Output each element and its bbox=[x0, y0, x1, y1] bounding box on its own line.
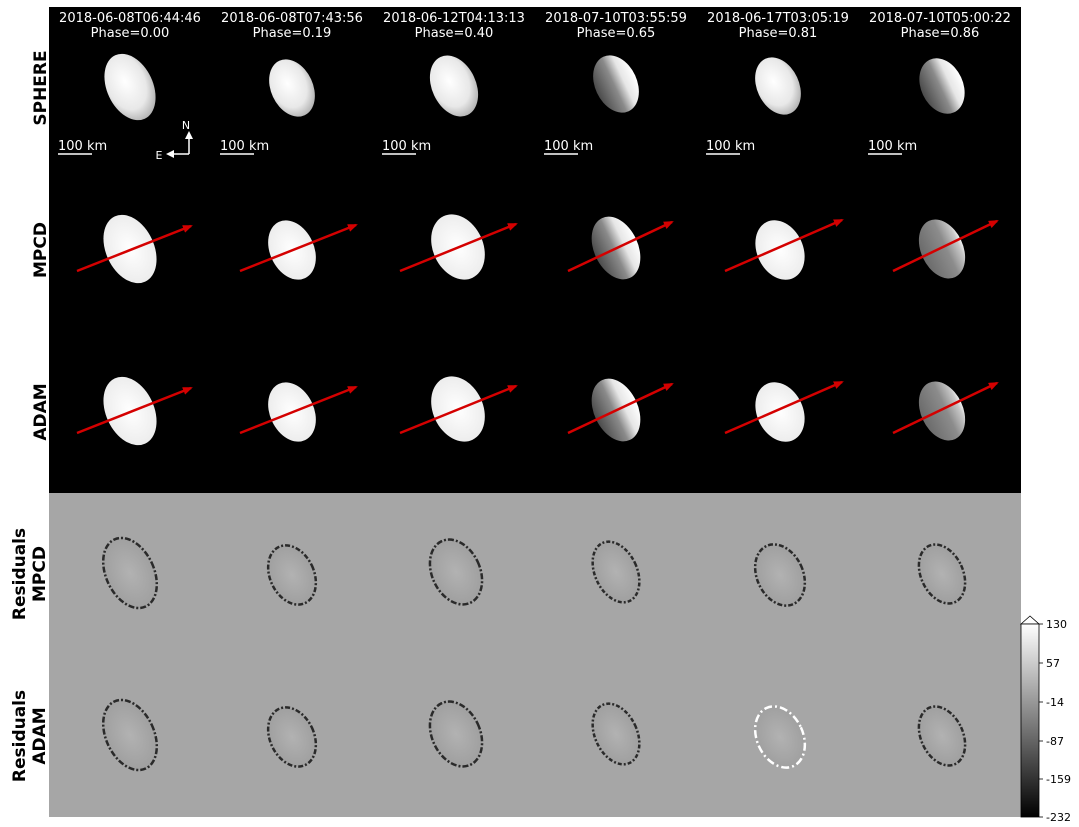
scale-bar-label: 100 km bbox=[382, 139, 431, 154]
spin-axis-arrow bbox=[399, 384, 518, 435]
colorbar-tick-label: 57 bbox=[1046, 657, 1060, 670]
row-label-adam: ADAM bbox=[30, 707, 50, 764]
adam-row bbox=[76, 376, 999, 446]
scale-bar-label: 100 km bbox=[220, 139, 269, 154]
spin-axis-arrow bbox=[76, 224, 193, 273]
scale-bar-label: 100 km bbox=[544, 139, 593, 154]
scale-bar: 100 km bbox=[706, 139, 755, 155]
scale-bar-label: 100 km bbox=[706, 139, 755, 154]
column-phase: Phase=0.81 bbox=[739, 26, 818, 41]
spin-axis-arrow bbox=[239, 385, 358, 435]
spin-axis-arrow bbox=[76, 386, 193, 435]
spin-axis-arrow bbox=[892, 381, 999, 435]
row-label-sphere: SPHERE bbox=[31, 50, 51, 125]
column-date: 2018-07-10T05:00:22 bbox=[869, 11, 1011, 26]
scale-bar: 100 km bbox=[382, 139, 431, 155]
residuals-mpcd-row bbox=[101, 536, 967, 610]
compass-east-label: E bbox=[156, 149, 163, 162]
residual-panel-gray bbox=[49, 493, 1021, 817]
column-date: 2018-07-10T03:55:59 bbox=[545, 11, 687, 26]
residual-map bbox=[591, 702, 641, 766]
residual-map bbox=[591, 540, 641, 604]
column-phase: Phase=0.86 bbox=[901, 26, 980, 41]
column-phase: Phase=0.19 bbox=[253, 26, 332, 41]
spin-axis-arrow bbox=[724, 218, 844, 273]
column-date: 2018-06-17T03:05:19 bbox=[707, 11, 849, 26]
colorbar-tick-label: -14 bbox=[1046, 696, 1064, 709]
asteroid-image bbox=[593, 55, 639, 113]
column-phase: Phase=0.65 bbox=[577, 26, 656, 41]
row-label-residuals: Residuals bbox=[10, 528, 30, 620]
asteroid-image bbox=[104, 53, 156, 121]
residual-map bbox=[428, 700, 484, 768]
colorbar-ticks bbox=[1039, 623, 1043, 818]
residual-map bbox=[917, 543, 967, 605]
row-label-adam: ADAM bbox=[31, 383, 51, 440]
colorbar-tick-label: 130 bbox=[1046, 618, 1067, 631]
scale-bar: 100 km bbox=[544, 139, 593, 155]
column-date: 2018-06-08T07:43:56 bbox=[221, 11, 363, 26]
row-label-mpcd: MPCD bbox=[30, 546, 50, 602]
colorbar: 130 57 -14 -87 -159 -232 bbox=[1019, 615, 1071, 824]
row-labels: SPHERE MPCD ADAM Residuals MPCD Residual… bbox=[10, 50, 51, 782]
residual-map bbox=[753, 543, 807, 607]
colorbar-extend-max bbox=[1019, 615, 1041, 625]
residual-map bbox=[266, 544, 318, 606]
scale-bar: 100 km bbox=[220, 139, 269, 155]
spin-axis-arrow bbox=[724, 380, 844, 435]
column-phase: Phase=0.40 bbox=[415, 26, 494, 41]
colorbar-tick-label: -87 bbox=[1046, 735, 1064, 748]
residual-map bbox=[428, 538, 484, 606]
image-panel-black bbox=[49, 7, 1021, 493]
colorbar-gradient bbox=[1020, 623, 1040, 818]
compass: N E bbox=[156, 119, 193, 162]
residual-map bbox=[753, 705, 807, 769]
spin-axis-arrow bbox=[239, 223, 358, 273]
scale-bar-label: 100 km bbox=[868, 139, 917, 154]
sphere-row: 100 km 100 km 100 km 100 km 100 km 100 k… bbox=[58, 53, 965, 162]
asteroid-model bbox=[755, 382, 805, 442]
spin-axis-arrow bbox=[567, 382, 674, 435]
column-phase: Phase=0.00 bbox=[91, 26, 170, 41]
residual-map bbox=[266, 706, 318, 768]
compass-north-label: N bbox=[182, 119, 190, 132]
spin-axis-arrow bbox=[567, 220, 674, 273]
column-headers: 2018-06-08T06:44:46 Phase=0.00 2018-06-0… bbox=[59, 11, 1011, 41]
compass-east-arrowhead bbox=[166, 150, 174, 158]
row-label-mpcd: MPCD bbox=[31, 222, 51, 278]
asteroid-image bbox=[269, 59, 315, 117]
scale-bar-label: 100 km bbox=[58, 139, 107, 154]
spin-axis-arrow bbox=[399, 222, 518, 273]
residual-map bbox=[917, 705, 967, 767]
column-date: 2018-06-12T04:13:13 bbox=[383, 11, 525, 26]
asteroid-image bbox=[755, 57, 801, 115]
scale-bar: 100 km bbox=[58, 139, 107, 155]
asteroid-model bbox=[918, 219, 966, 279]
asteroid-image bbox=[429, 55, 479, 117]
row-label-residuals: Residuals bbox=[10, 690, 30, 782]
asteroid-model bbox=[918, 381, 966, 441]
compass-north-arrowhead bbox=[185, 131, 193, 139]
column-date: 2018-06-08T06:44:46 bbox=[59, 11, 201, 26]
asteroid-model bbox=[755, 220, 805, 280]
colorbar-tick-label: -159 bbox=[1046, 773, 1071, 786]
spin-axis-arrow bbox=[892, 219, 999, 273]
asteroid-image bbox=[919, 58, 965, 114]
residual-map bbox=[101, 536, 159, 610]
colorbar-tick-label: -232 bbox=[1046, 811, 1071, 824]
colorbar-tick-labels: 130 57 -14 -87 -159 -232 bbox=[1046, 618, 1071, 824]
residual-map bbox=[101, 698, 159, 772]
residuals-adam-row bbox=[101, 698, 967, 772]
mpcd-row bbox=[76, 214, 999, 284]
scale-bar: 100 km bbox=[868, 139, 917, 155]
